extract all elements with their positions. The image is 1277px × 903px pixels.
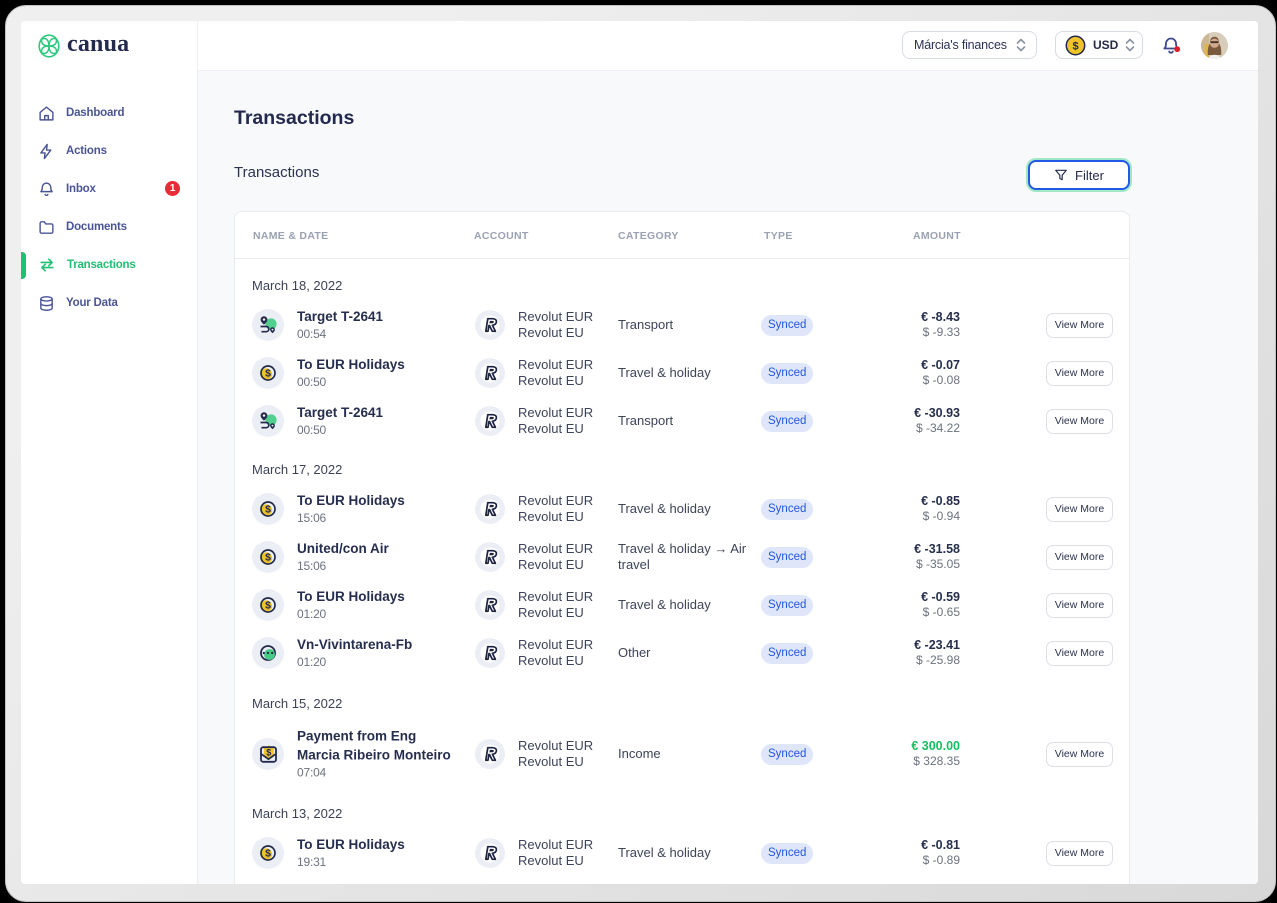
svg-text:$: $ [1072,40,1078,52]
svg-text:$: $ [265,600,271,612]
svg-text:$: $ [265,504,271,516]
svg-text:$: $ [265,848,271,860]
svg-text:$: $ [266,747,271,757]
svg-text:$: $ [265,368,271,380]
svg-text:$: $ [265,552,271,564]
